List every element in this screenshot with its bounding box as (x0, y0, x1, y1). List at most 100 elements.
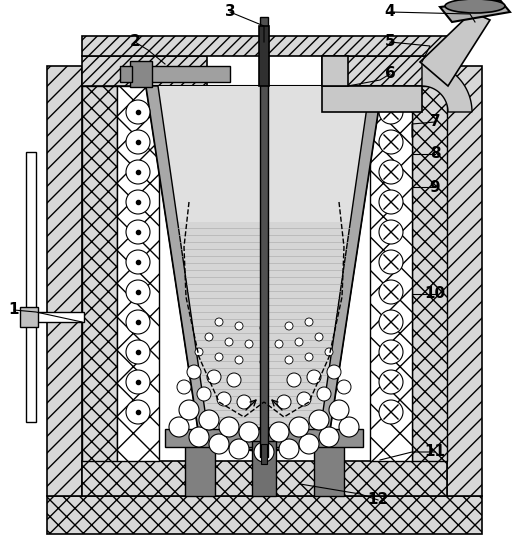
Circle shape (227, 373, 241, 387)
Circle shape (337, 380, 351, 394)
Circle shape (305, 318, 313, 326)
Text: 5: 5 (385, 35, 395, 49)
Circle shape (289, 417, 309, 437)
Circle shape (126, 100, 150, 124)
Circle shape (215, 318, 223, 326)
Bar (185, 436, 215, 496)
Circle shape (217, 392, 231, 406)
Polygon shape (420, 12, 490, 86)
Circle shape (285, 356, 293, 364)
Bar (117, 86, 159, 461)
Polygon shape (158, 86, 370, 442)
Bar (20, 307, 38, 327)
Text: 3: 3 (225, 4, 235, 20)
Circle shape (207, 370, 221, 384)
Circle shape (260, 358, 268, 366)
Polygon shape (174, 222, 354, 442)
Circle shape (315, 333, 323, 341)
Bar (370, 86, 412, 461)
Circle shape (169, 417, 189, 437)
Circle shape (379, 250, 403, 274)
Circle shape (219, 417, 239, 437)
Ellipse shape (202, 428, 326, 450)
Circle shape (277, 395, 291, 409)
Text: 7: 7 (430, 114, 440, 130)
Bar (82, 56, 207, 86)
Circle shape (177, 380, 191, 394)
Text: 9: 9 (430, 179, 440, 195)
Bar (252, 441, 276, 496)
Circle shape (209, 434, 229, 454)
Text: 1: 1 (9, 302, 19, 318)
Bar (82, 36, 447, 56)
Circle shape (379, 280, 403, 304)
Bar (47, 496, 482, 534)
Circle shape (126, 190, 150, 214)
Bar (260, 17, 268, 457)
Polygon shape (320, 86, 382, 444)
Polygon shape (146, 86, 382, 452)
Bar (120, 66, 132, 82)
Bar (82, 86, 117, 461)
Circle shape (297, 392, 311, 406)
Circle shape (187, 365, 201, 379)
Circle shape (195, 348, 203, 356)
Circle shape (126, 220, 150, 244)
Circle shape (126, 250, 150, 274)
Bar (165, 429, 363, 447)
Circle shape (379, 310, 403, 334)
Circle shape (235, 356, 243, 364)
Circle shape (126, 130, 150, 154)
Circle shape (197, 387, 211, 401)
Circle shape (379, 400, 403, 424)
Circle shape (325, 348, 333, 356)
Circle shape (287, 373, 301, 387)
Circle shape (327, 365, 341, 379)
Text: 11: 11 (424, 444, 445, 460)
Circle shape (307, 370, 321, 384)
Circle shape (189, 427, 209, 447)
Bar (26, 152, 36, 422)
Circle shape (126, 280, 150, 304)
Bar (322, 56, 348, 86)
Text: 4: 4 (385, 4, 395, 20)
Bar (412, 86, 447, 461)
Circle shape (309, 410, 329, 430)
Bar (259, 26, 269, 86)
Bar (261, 444, 267, 464)
Circle shape (379, 130, 403, 154)
Polygon shape (440, 0, 510, 22)
Circle shape (279, 439, 299, 459)
Circle shape (379, 220, 403, 244)
Circle shape (305, 353, 313, 361)
Circle shape (285, 322, 293, 330)
Circle shape (126, 160, 150, 184)
Circle shape (379, 370, 403, 394)
Circle shape (245, 340, 253, 348)
Circle shape (229, 439, 249, 459)
Polygon shape (422, 62, 472, 112)
Circle shape (379, 160, 403, 184)
Bar (447, 66, 482, 496)
Text: 2: 2 (130, 35, 140, 49)
Text: 12: 12 (367, 493, 389, 507)
Bar (322, 86, 422, 112)
Text: 10: 10 (424, 287, 445, 301)
Circle shape (379, 340, 403, 364)
Circle shape (275, 340, 283, 348)
Circle shape (379, 190, 403, 214)
Circle shape (317, 387, 331, 401)
Bar (47, 66, 82, 496)
Circle shape (126, 370, 150, 394)
Circle shape (329, 400, 349, 420)
Circle shape (237, 395, 251, 409)
Bar (322, 56, 447, 86)
Ellipse shape (445, 0, 505, 13)
Circle shape (179, 400, 199, 420)
Circle shape (126, 340, 150, 364)
Bar (36, 312, 84, 322)
Text: 6: 6 (385, 67, 395, 81)
Circle shape (269, 422, 289, 442)
Bar (150, 66, 230, 82)
Bar (82, 461, 447, 496)
